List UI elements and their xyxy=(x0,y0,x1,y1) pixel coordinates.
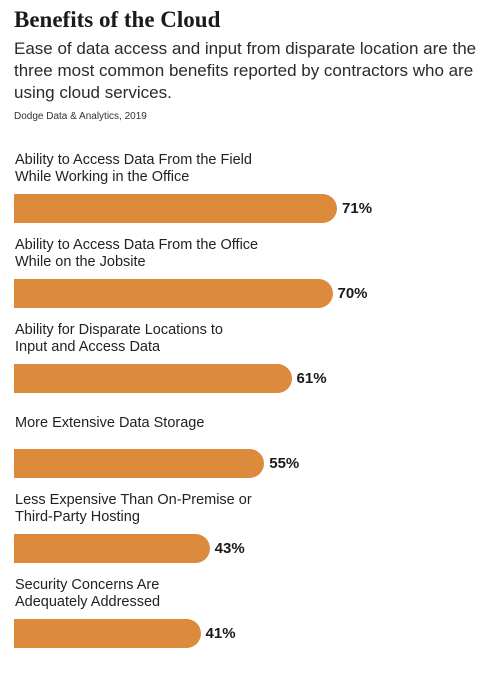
data-label: 55% xyxy=(269,455,300,472)
category-label: Ability for Disparate Locations to Input… xyxy=(15,322,223,355)
chart-source: Dodge Data & Analytics, 2019 xyxy=(14,111,147,122)
category-label: More Extensive Data Storage xyxy=(15,415,205,431)
bar xyxy=(14,619,201,648)
category-label: Security Concerns Are Adequately Address… xyxy=(15,577,161,610)
data-label: 61% xyxy=(296,370,327,387)
chart-subtitle: Ease of data access and input from dispa… xyxy=(14,39,477,102)
bar xyxy=(14,279,333,308)
chart-title: Benefits of the Cloud xyxy=(14,7,221,32)
bar xyxy=(14,534,210,563)
data-label: 43% xyxy=(214,540,245,557)
chart-header: Benefits of the Cloud Ease of data acces… xyxy=(14,6,494,124)
category-label: Ability to Access Data From the Field Wh… xyxy=(15,152,252,185)
bar xyxy=(14,364,292,393)
bar xyxy=(14,449,265,478)
data-label: 41% xyxy=(205,625,236,642)
data-label: 70% xyxy=(337,285,368,302)
bar xyxy=(14,194,338,223)
data-label: 71% xyxy=(342,200,373,217)
category-label: Less Expensive Than On-Premise or Third-… xyxy=(15,492,252,525)
category-label: Ability to Access Data From the Office W… xyxy=(15,237,259,270)
